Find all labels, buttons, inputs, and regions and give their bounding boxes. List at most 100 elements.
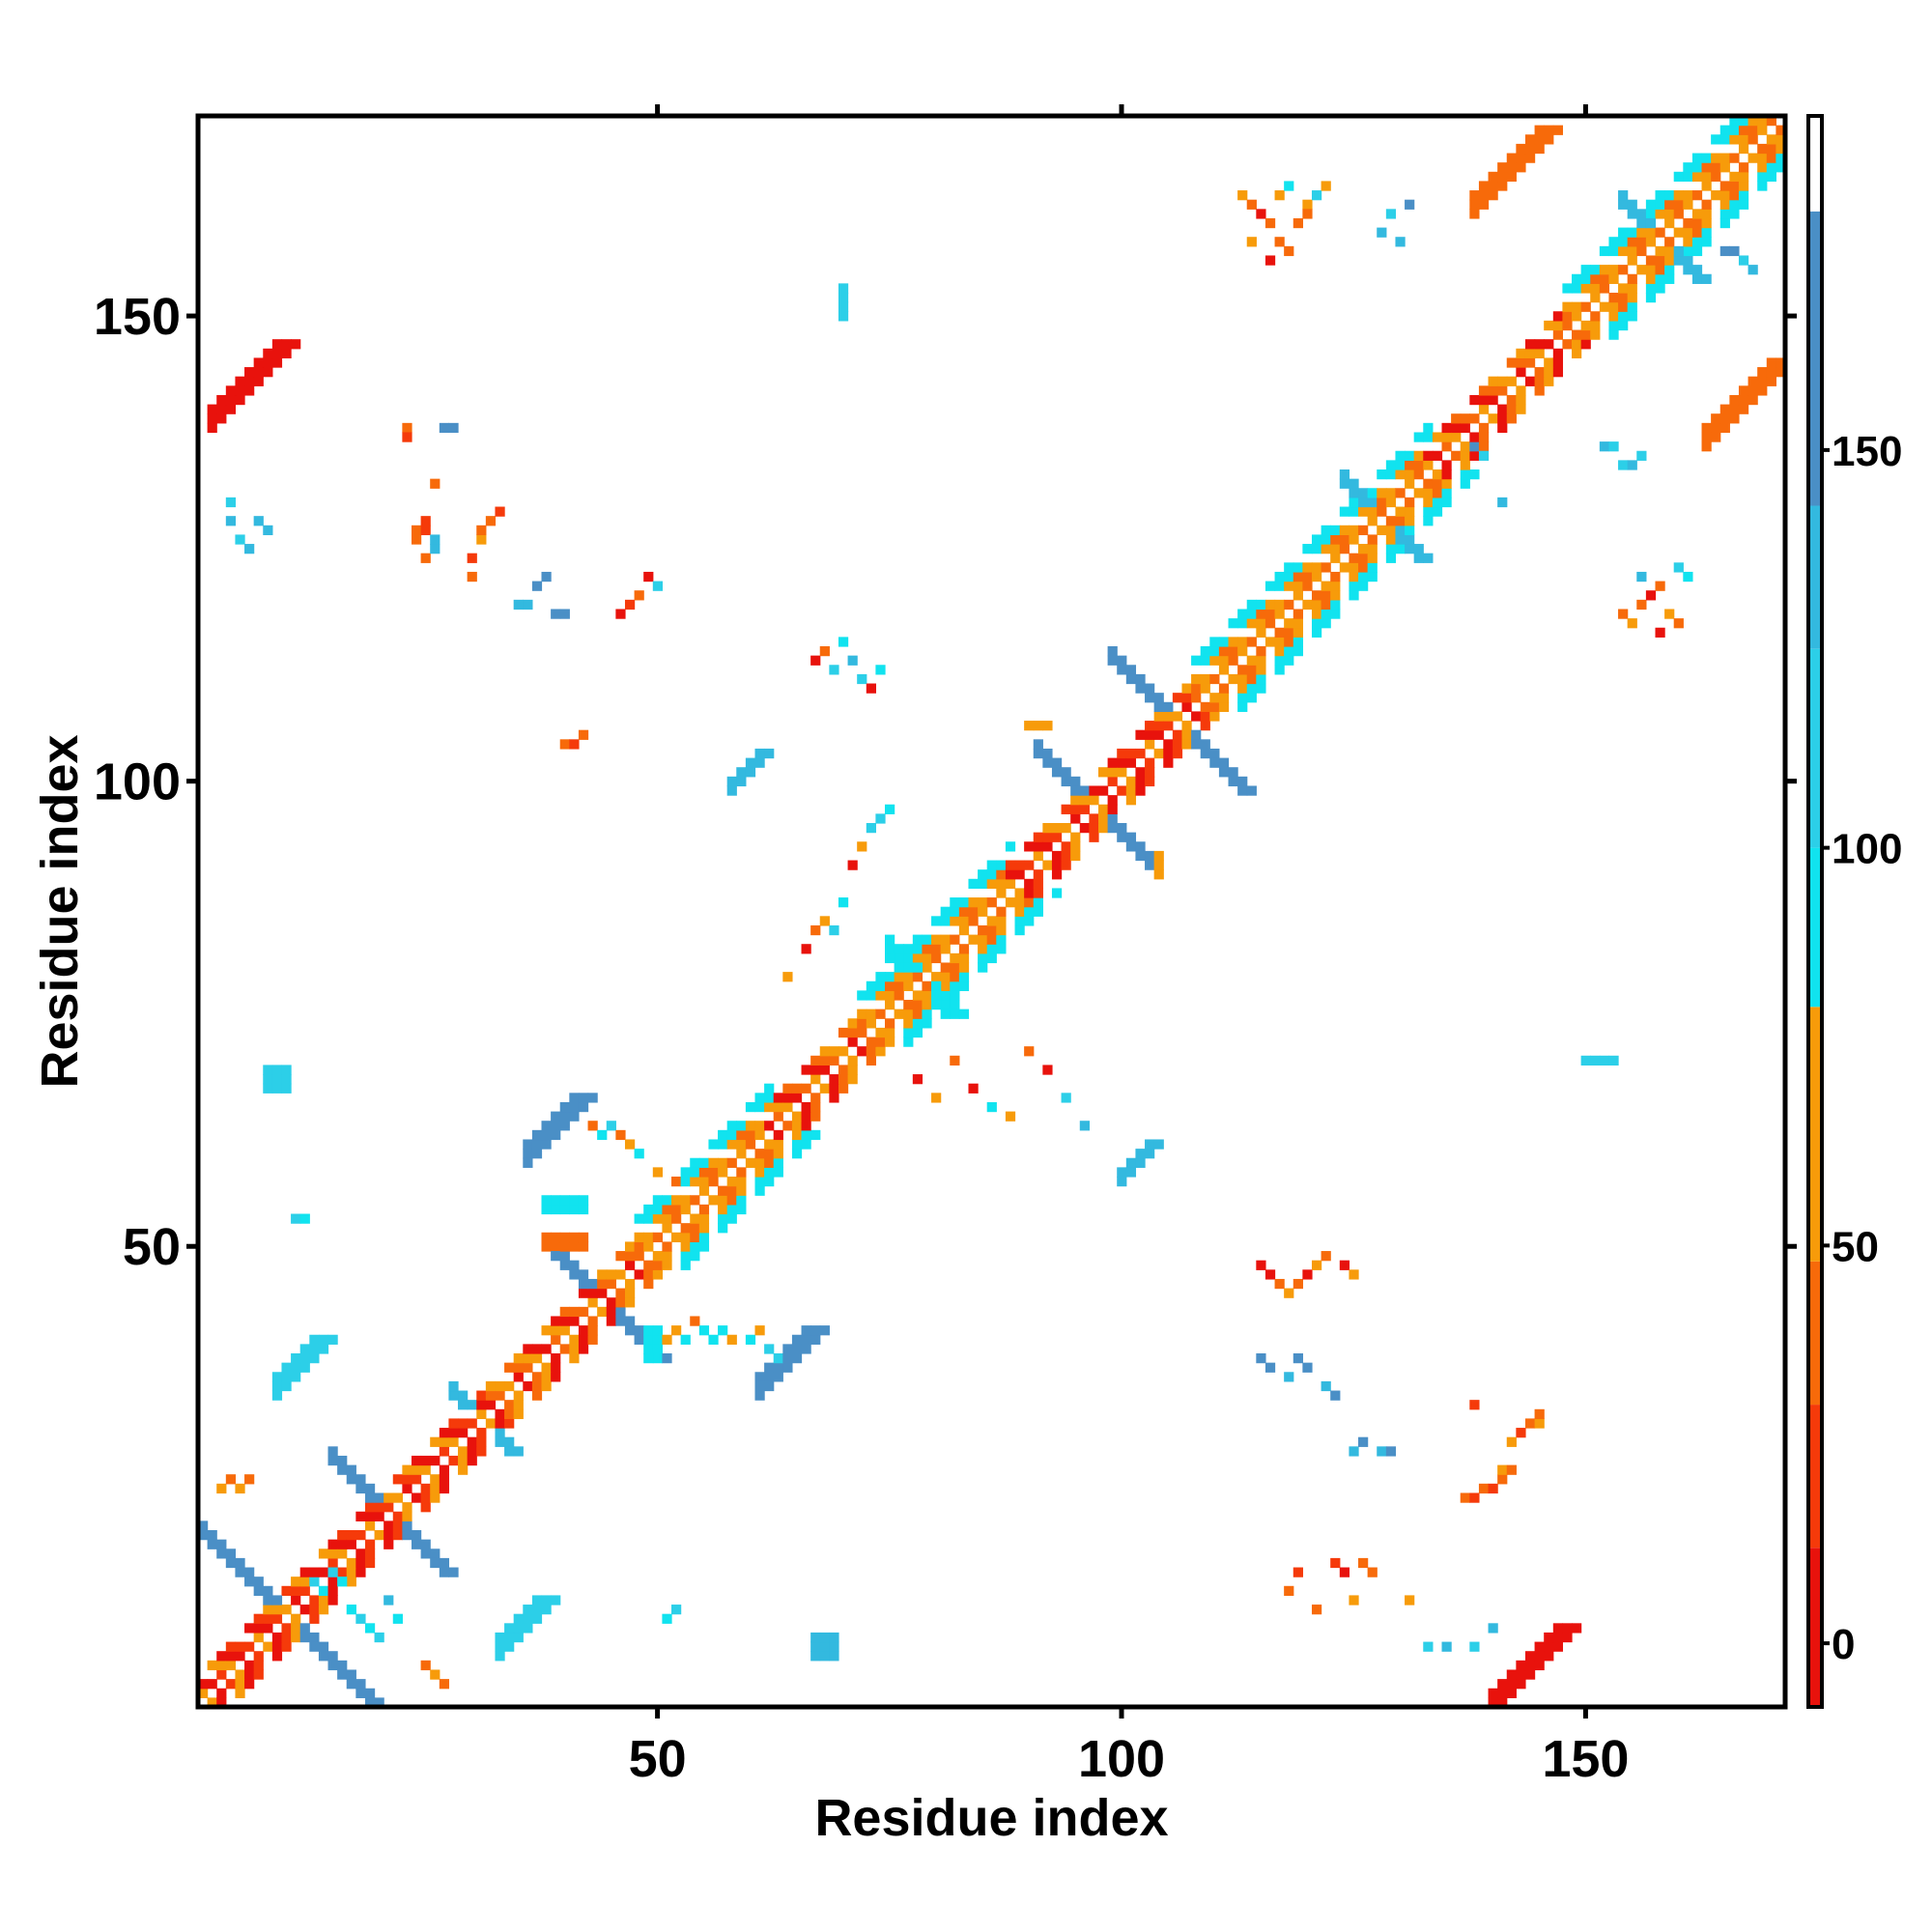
heatmap-cell xyxy=(225,1679,237,1690)
heatmap-cell xyxy=(903,1027,914,1038)
heatmap-cell xyxy=(1506,1464,1517,1475)
heatmap-cell xyxy=(708,1334,719,1345)
heatmap-cell xyxy=(1451,413,1462,424)
heatmap-cell xyxy=(225,1557,237,1569)
heatmap-cell xyxy=(1544,320,1554,331)
heatmap-cell xyxy=(1264,637,1276,647)
heatmap-cell xyxy=(1488,181,1498,191)
heatmap-cell xyxy=(1358,553,1369,563)
heatmap-cell xyxy=(1117,832,1127,842)
heatmap-cell xyxy=(1552,329,1564,340)
heatmap-cell xyxy=(1293,217,1303,229)
heatmap-cell xyxy=(458,1428,469,1438)
heatmap-cell xyxy=(931,916,942,926)
heatmap-cell xyxy=(1691,190,1703,201)
heatmap-cell xyxy=(1488,385,1498,396)
heatmap-cell xyxy=(885,1018,895,1029)
heatmap-cell xyxy=(1293,1278,1303,1290)
heatmap-cell xyxy=(1506,1436,1517,1447)
heatmap-cell xyxy=(374,1492,384,1503)
heatmap-cell xyxy=(1738,125,1749,135)
heatmap-cell xyxy=(420,1455,431,1466)
heatmap-cell xyxy=(225,516,237,526)
heatmap-cell xyxy=(1321,618,1331,629)
heatmap-cell xyxy=(1367,562,1378,573)
heatmap-cell xyxy=(1711,134,1721,145)
heatmap-cell xyxy=(754,1167,765,1178)
heatmap-cell xyxy=(736,1195,747,1206)
heatmap-cell xyxy=(652,581,664,591)
heatmap-cell xyxy=(1135,776,1146,787)
heatmap-cell xyxy=(299,1567,310,1577)
heatmap-cell xyxy=(1469,450,1480,461)
heatmap-cell xyxy=(374,1502,384,1513)
heatmap-cell xyxy=(281,1372,292,1382)
heatmap-cell xyxy=(1478,450,1490,461)
heatmap-cell xyxy=(1349,478,1359,489)
heatmap-cell xyxy=(1711,422,1721,434)
heatmap-cell xyxy=(1339,1260,1350,1270)
heatmap-cell xyxy=(1163,757,1174,768)
heatmap-cell xyxy=(355,1567,366,1577)
heatmap-cell xyxy=(467,1400,477,1410)
heatmap-cell xyxy=(1655,245,1665,257)
x-axis-ticks: 50 100 150 xyxy=(629,104,1629,1788)
heatmap-cell xyxy=(253,1632,264,1643)
heatmap-cell xyxy=(1655,581,1665,591)
heatmap-cell xyxy=(1377,1446,1387,1457)
heatmap-cell xyxy=(531,1613,543,1624)
heatmap-cell xyxy=(662,1613,672,1624)
heatmap-cell xyxy=(1117,1167,1127,1178)
heatmap-cell xyxy=(1636,237,1647,247)
heatmap-cell xyxy=(698,1232,710,1243)
heatmap-cell xyxy=(271,1074,283,1085)
heatmap-cell xyxy=(1405,199,1415,210)
heatmap-cell xyxy=(1256,627,1266,638)
heatmap-cell xyxy=(253,1585,264,1597)
heatmap-cell xyxy=(1302,544,1313,554)
heatmap-cell xyxy=(801,1139,811,1150)
heatmap-cell xyxy=(968,934,979,945)
heatmap-cell xyxy=(708,1177,719,1187)
heatmap-cell xyxy=(1451,432,1462,442)
heatmap-cell xyxy=(1330,581,1341,591)
heatmap-cell xyxy=(448,1455,459,1466)
heatmap-cell xyxy=(1181,721,1192,731)
heatmap-cell xyxy=(327,1595,338,1605)
heatmap-cell xyxy=(1599,265,1610,275)
heatmap-cell xyxy=(430,1483,440,1494)
heatmap-cell xyxy=(1358,497,1369,508)
heatmap-cell xyxy=(819,1083,830,1094)
heatmap-cell xyxy=(569,1344,580,1354)
heatmap-cell xyxy=(1488,1697,1498,1708)
heatmap-cell xyxy=(680,1223,691,1234)
heatmap-cell xyxy=(1516,1669,1526,1680)
heatmap-cell xyxy=(578,1306,589,1318)
heatmap-cell xyxy=(1618,199,1629,210)
heatmap-cell xyxy=(1107,655,1118,666)
heatmap-cell xyxy=(1599,441,1610,452)
heatmap-cell xyxy=(1172,729,1183,740)
heatmap-cell xyxy=(958,916,970,926)
heatmap-cell xyxy=(1534,1418,1545,1429)
heatmap-cell xyxy=(1284,655,1294,666)
heatmap-cell xyxy=(337,1567,348,1577)
heatmap-cell xyxy=(680,1334,691,1345)
heatmap-cell xyxy=(996,906,1007,917)
heatmap-cell xyxy=(291,1632,301,1643)
heatmap-cell xyxy=(726,1204,737,1215)
heatmap-cell xyxy=(1033,888,1043,898)
heatmap-cell xyxy=(355,1511,366,1521)
heatmap-cell xyxy=(1534,339,1545,350)
heatmap-cell xyxy=(1413,488,1424,498)
heatmap-cell xyxy=(244,1567,255,1577)
heatmap-cell xyxy=(448,1418,459,1429)
heatmap-cell xyxy=(1200,646,1210,657)
heatmap-cell xyxy=(439,1428,450,1438)
heatmap-cell xyxy=(1766,134,1776,145)
heatmap-cell xyxy=(866,1037,876,1047)
heatmap-cell xyxy=(541,1129,552,1141)
heatmap-cell xyxy=(1580,283,1591,294)
heatmap-cell xyxy=(504,1418,515,1429)
heatmap-cell xyxy=(504,1400,515,1410)
